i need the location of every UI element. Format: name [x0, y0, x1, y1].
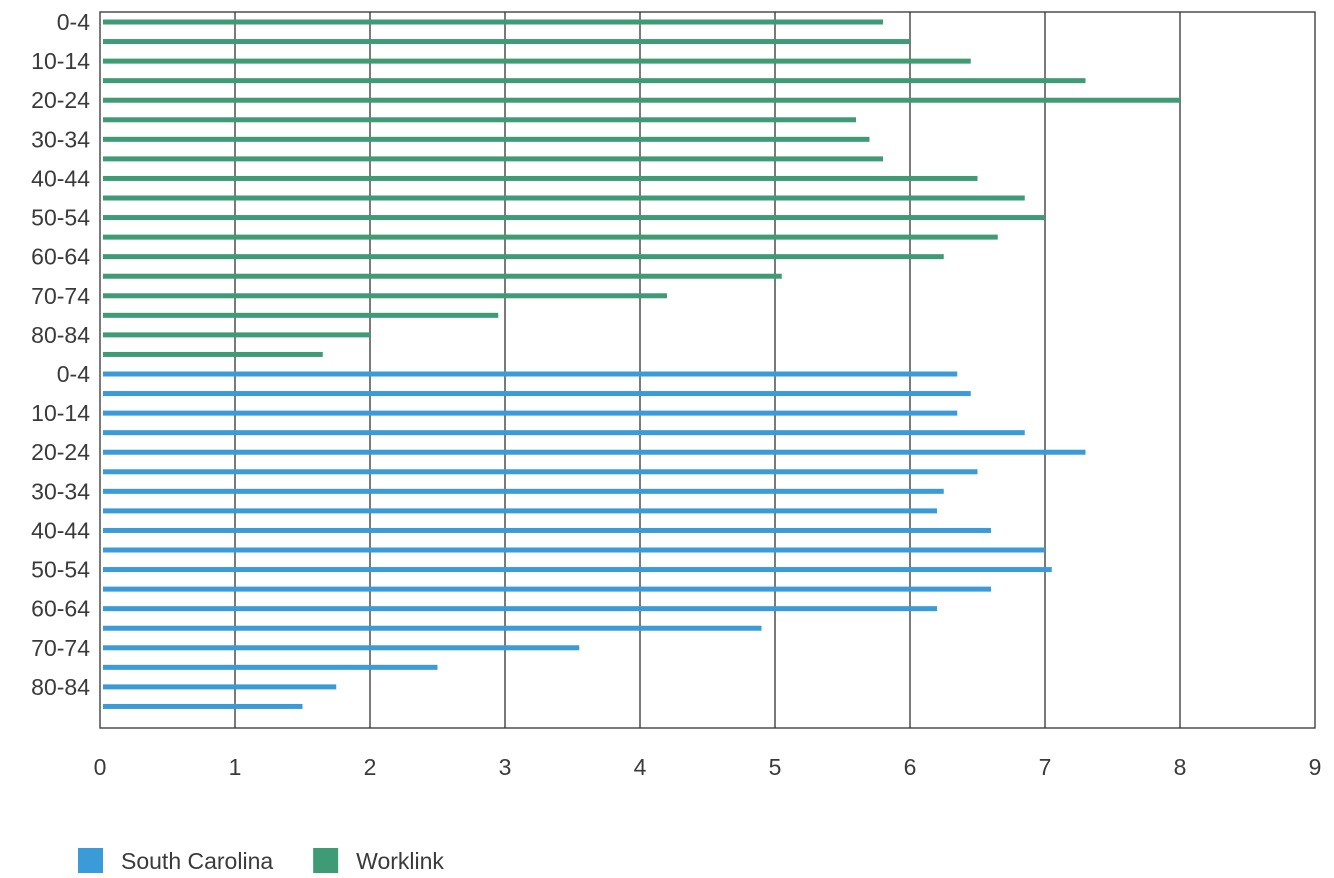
y-tick-label: 0-4 [57, 9, 90, 35]
y-tick-label: 80-84 [31, 322, 90, 348]
y-tick-label: 80-84 [31, 674, 90, 700]
bar-south-carolina [103, 586, 991, 592]
y-tick-label: 30-34 [31, 126, 90, 152]
plot-frame [99, 11, 1316, 729]
bar-south-carolina [103, 625, 762, 631]
y-tick-label: 40-44 [31, 517, 90, 543]
bars [103, 19, 1180, 709]
y-tick-label: 30-34 [31, 478, 90, 504]
y-tick-label: 70-74 [31, 283, 90, 309]
y-tick-label: 60-64 [31, 596, 90, 622]
y-tick-label: 0-4 [57, 361, 90, 387]
x-tick-label: 8 [1174, 754, 1187, 780]
y-tick-label: 20-24 [31, 439, 90, 465]
y-axis-labels: 0-4 10-14 20-24 30-34 40-44 50-54 60-64 70-74 80… [31, 9, 90, 700]
bar-worklink [103, 215, 1045, 221]
bar-south-carolina [103, 469, 978, 475]
bar-south-carolina [103, 449, 1086, 455]
legend-swatch [78, 848, 103, 873]
x-tick-label: 1 [229, 754, 242, 780]
bar-south-carolina [103, 606, 937, 612]
bar-south-carolina [103, 410, 958, 416]
bar-worklink [103, 195, 1025, 201]
bar-south-carolina [103, 508, 937, 514]
bar-south-carolina [103, 664, 438, 670]
bar-worklink [103, 312, 499, 318]
bar-worklink [103, 117, 856, 123]
bar-worklink [103, 19, 883, 25]
y-tick-label: 20-24 [31, 87, 90, 113]
y-tick-label: 60-64 [31, 244, 90, 270]
legend-label: South Carolina [121, 848, 273, 874]
bar-worklink [103, 136, 870, 142]
bar-worklink [103, 234, 998, 240]
y-tick-label: 10-14 [31, 400, 90, 426]
bar-worklink [103, 351, 323, 357]
bar-south-carolina [103, 703, 303, 709]
x-tick-label: 3 [499, 754, 512, 780]
bar-south-carolina [103, 391, 971, 397]
x-tick-label: 7 [1039, 754, 1052, 780]
x-tick-label: 6 [904, 754, 917, 780]
legend-label: Worklink [356, 848, 444, 874]
bar-south-carolina [103, 645, 580, 651]
bar-south-carolina [103, 527, 991, 533]
x-axis-labels: 0 1 2 3 4 5 6 7 8 9 [94, 754, 1322, 780]
x-tick-label: 0 [94, 754, 107, 780]
legend: South Carolina Worklink [78, 848, 444, 874]
y-tick-label: 10-14 [31, 48, 90, 74]
bar-worklink [103, 58, 971, 64]
bar-worklink [103, 39, 910, 45]
x-tick-label: 2 [364, 754, 377, 780]
x-tick-label: 9 [1309, 754, 1322, 780]
bar-worklink [103, 273, 782, 279]
y-tick-label: 50-54 [31, 557, 90, 583]
x-tick-label: 4 [634, 754, 647, 780]
bar-worklink [103, 97, 1180, 103]
bar-south-carolina [103, 430, 1025, 436]
y-tick-label: 50-54 [31, 205, 90, 231]
bar-south-carolina [103, 684, 337, 690]
bar-worklink [103, 78, 1086, 84]
y-tick-label: 70-74 [31, 635, 90, 661]
x-tick-label: 5 [769, 754, 782, 780]
y-tick-label: 40-44 [31, 165, 90, 191]
bar-south-carolina [103, 371, 958, 377]
bar-south-carolina [103, 567, 1052, 573]
bar-south-carolina [103, 547, 1045, 553]
bar-worklink [103, 156, 883, 162]
bar-worklink [103, 293, 667, 299]
bar-south-carolina [103, 488, 944, 494]
bar-worklink [103, 332, 370, 338]
legend-swatch [313, 848, 339, 873]
bar-worklink [103, 175, 978, 181]
bar-worklink [103, 254, 944, 260]
